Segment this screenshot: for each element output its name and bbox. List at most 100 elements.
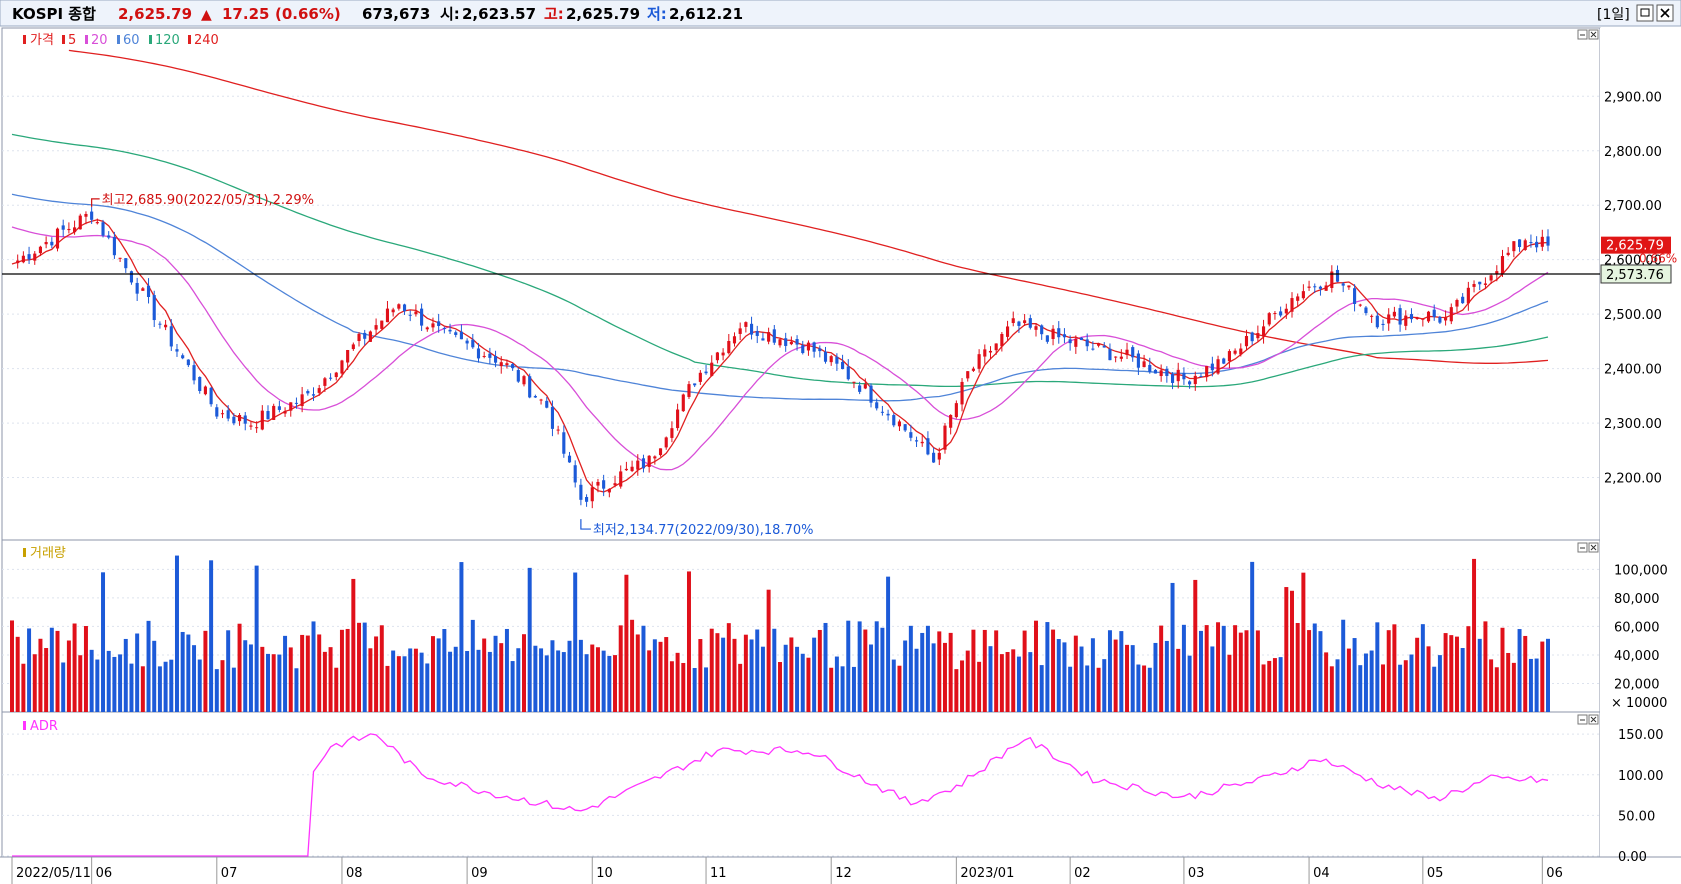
close-button[interactable] xyxy=(1656,4,1674,22)
candle xyxy=(1131,345,1135,362)
candle xyxy=(846,359,850,381)
candle-body xyxy=(476,348,481,359)
volume-bar xyxy=(641,625,646,712)
candle xyxy=(1432,304,1436,321)
volume-bar xyxy=(1392,624,1397,712)
candle xyxy=(567,451,572,463)
volume-bar xyxy=(95,659,100,712)
candle-body xyxy=(220,413,225,415)
price-panel-minimize-button[interactable] xyxy=(1577,29,1588,40)
x-axis-label: 10 xyxy=(596,866,613,881)
candle-body xyxy=(499,362,503,367)
candle-body xyxy=(596,481,600,486)
candle xyxy=(1227,349,1231,369)
candle-body xyxy=(943,425,947,450)
candle-body xyxy=(1227,351,1231,362)
volume-bar xyxy=(510,661,515,712)
candle xyxy=(863,378,867,390)
candle-body xyxy=(1381,323,1385,326)
candle-body xyxy=(749,323,754,335)
candle xyxy=(1478,281,1482,291)
reference-line-label: 2,573.76 xyxy=(1606,268,1664,283)
volume-bar xyxy=(715,633,720,712)
candle xyxy=(801,340,805,355)
candle-body xyxy=(67,228,71,231)
candle-body xyxy=(1444,317,1448,321)
volume-bar xyxy=(1483,621,1488,712)
volume-value: 673,673 xyxy=(362,5,430,23)
volume-bar xyxy=(960,660,965,712)
candle xyxy=(1523,238,1527,251)
volume-bar xyxy=(669,661,674,712)
candle-body xyxy=(1404,315,1408,326)
volume-bar xyxy=(1358,665,1363,712)
candle xyxy=(124,258,128,273)
price-panel-close-button[interactable] xyxy=(1588,29,1599,40)
candle-body xyxy=(778,339,782,346)
candle xyxy=(1506,247,1510,257)
x-axis-label: 12 xyxy=(835,866,852,881)
candle-body xyxy=(1256,333,1260,339)
candle-body xyxy=(909,432,913,438)
volume-bar xyxy=(1164,640,1169,712)
candle xyxy=(1461,293,1465,304)
candle-body xyxy=(289,402,293,411)
volume-bar xyxy=(539,648,544,712)
candle xyxy=(1347,285,1351,290)
candle xyxy=(1341,282,1345,293)
candle xyxy=(112,231,116,259)
candle-body xyxy=(522,376,526,385)
x-axis-label: 09 xyxy=(471,866,488,881)
candle-body xyxy=(351,344,355,350)
volume-bar xyxy=(1255,630,1260,712)
candle-body xyxy=(215,407,219,417)
candle xyxy=(721,348,725,361)
high-value: 2,625.79 xyxy=(566,5,640,23)
adr-panel-minimize-button[interactable] xyxy=(1577,714,1588,725)
candle-body xyxy=(237,414,242,422)
volume-bar xyxy=(1056,639,1061,712)
candle xyxy=(545,396,549,409)
candle-body xyxy=(693,383,697,386)
adr-panel-close-button[interactable] xyxy=(1588,714,1599,725)
volume-panel-minimize-button[interactable] xyxy=(1577,542,1588,553)
volume-bar xyxy=(738,663,743,712)
candle-body xyxy=(1131,347,1135,358)
candle xyxy=(761,332,765,341)
volume-y-tick-label: 80,000 xyxy=(1614,592,1660,607)
candle-body xyxy=(1023,320,1027,324)
candle xyxy=(687,381,691,400)
volume-bar xyxy=(1090,638,1095,712)
price-y-tick-label: 2,400.00 xyxy=(1604,363,1662,378)
candle xyxy=(73,220,77,235)
volume-bar xyxy=(368,648,373,712)
candle-body xyxy=(1136,353,1140,368)
candle xyxy=(698,370,702,385)
current-price: 2,625.79 xyxy=(118,5,192,23)
candle-body xyxy=(1370,315,1374,317)
volume-bar xyxy=(89,649,94,712)
volume-bar xyxy=(590,644,595,712)
candle xyxy=(1324,281,1328,291)
maximize-button[interactable] xyxy=(1636,4,1654,22)
candle xyxy=(670,421,674,443)
volume-bar xyxy=(300,634,305,712)
volume-panel-close-button[interactable] xyxy=(1588,542,1599,553)
volume-bar xyxy=(1198,630,1203,712)
candle xyxy=(579,478,583,506)
volume-bar xyxy=(647,650,652,712)
volume-bar xyxy=(908,625,913,712)
period-selector[interactable]: [1일] xyxy=(1597,7,1630,23)
candle-body xyxy=(1017,321,1021,326)
volume-bar xyxy=(402,656,407,712)
candle-body xyxy=(448,329,452,332)
candle-body xyxy=(1199,376,1203,378)
candle-body xyxy=(1097,343,1101,346)
candle xyxy=(437,313,441,333)
adr-line xyxy=(12,733,1549,857)
volume-bar xyxy=(152,640,157,712)
volume-bar xyxy=(27,628,32,712)
candle xyxy=(192,361,196,385)
volume-bar xyxy=(271,654,276,712)
volume-bar xyxy=(1386,630,1391,712)
